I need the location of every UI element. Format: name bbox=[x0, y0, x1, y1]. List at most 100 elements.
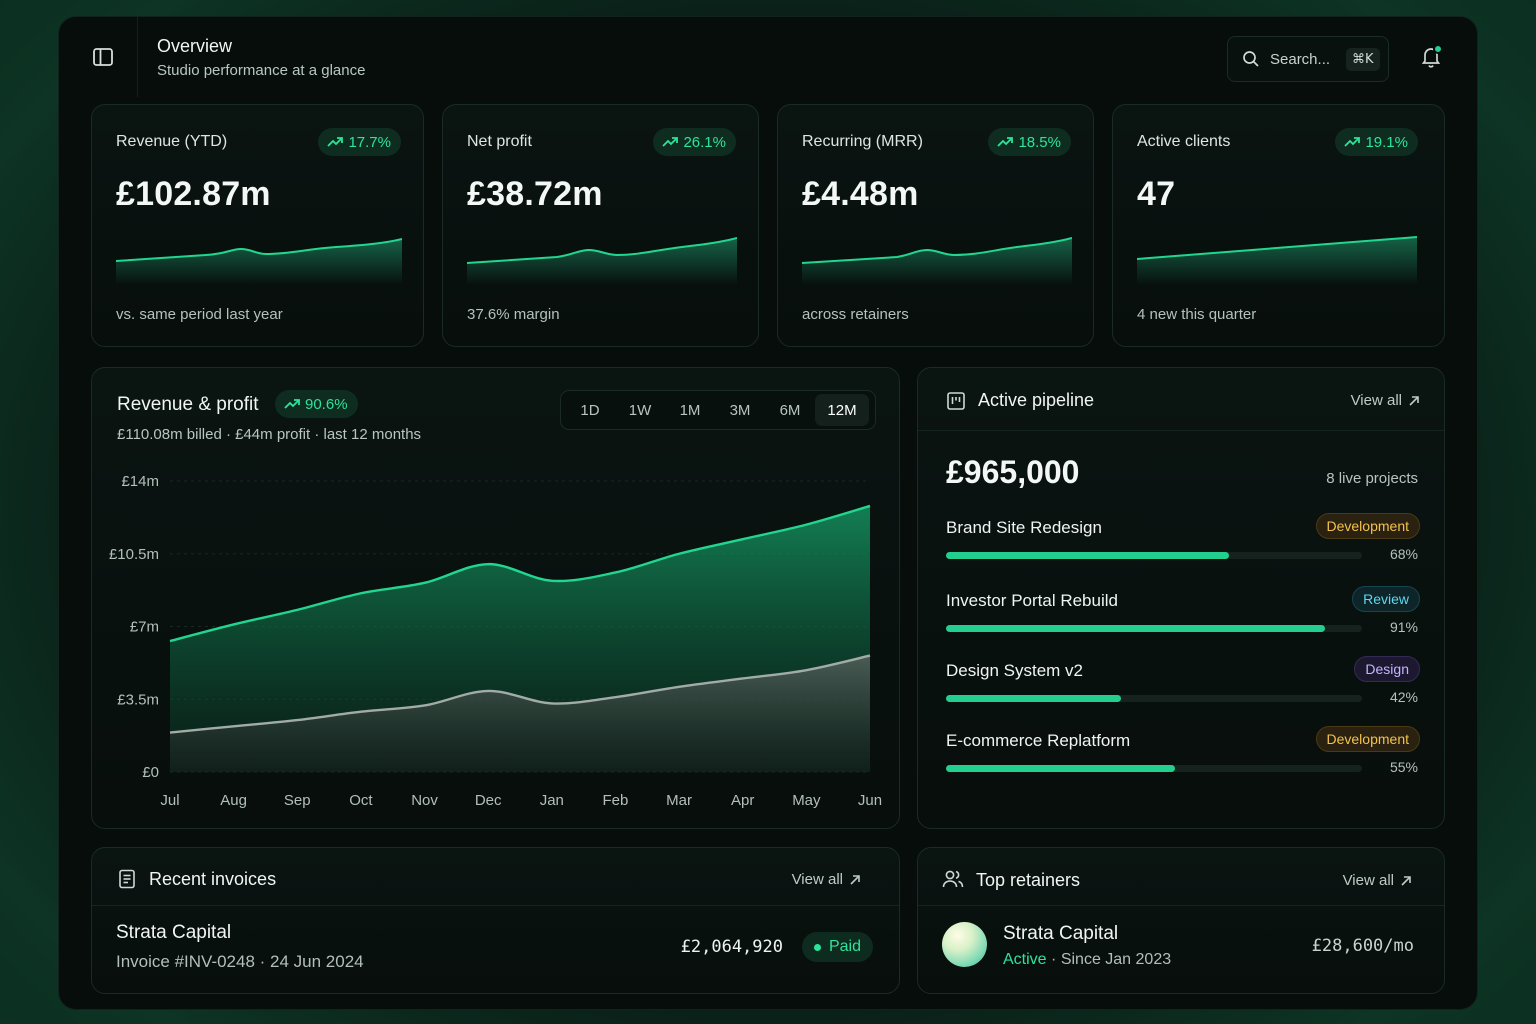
y-tick-label: £14m bbox=[121, 473, 159, 490]
trend-up-icon bbox=[284, 399, 300, 409]
x-tick-label: Sep bbox=[284, 792, 311, 809]
page-title: Overview bbox=[157, 36, 233, 56]
kpi-footnote: vs. same period last year bbox=[116, 306, 283, 323]
y-tick-label: £7m bbox=[130, 619, 159, 636]
status-dot bbox=[813, 943, 821, 951]
x-tick-label: Apr bbox=[731, 792, 754, 809]
pipeline-total: £965,000 bbox=[946, 454, 1080, 490]
pipeline-item-name: Brand Site Redesign bbox=[946, 518, 1102, 537]
progress-fill bbox=[946, 625, 1325, 632]
kpi-change-badge: 18.5% bbox=[988, 128, 1071, 156]
retainers-header: Top retainers View all bbox=[918, 848, 1444, 906]
recent-invoices-card: Recent invoices View all Strata Capital … bbox=[91, 847, 900, 994]
chart-change-badge: 90.6% bbox=[275, 390, 358, 418]
range-1w[interactable]: 1W bbox=[628, 401, 652, 419]
pipeline-item-tag: Design bbox=[1354, 656, 1420, 682]
kanban-icon bbox=[947, 392, 965, 410]
invoice-icon bbox=[119, 869, 135, 889]
chart-subtitle: £110.08m billed · £44m profit · last 12 … bbox=[117, 426, 422, 443]
y-tick-label: £0 bbox=[142, 764, 159, 781]
page-subtitle: Studio performance at a glance bbox=[157, 62, 366, 79]
kpi-footnote: 37.6% margin bbox=[467, 306, 560, 323]
pipeline-item-percent: 55% bbox=[1389, 759, 1418, 775]
dashboard-frame: Overview Studio performance at a glance … bbox=[58, 16, 1478, 1010]
active-pipeline-card: Active pipeline View all £965,000 8 live… bbox=[917, 367, 1445, 829]
range-1d[interactable]: 1D bbox=[580, 401, 600, 419]
pipeline-item-tag: Development bbox=[1315, 726, 1420, 752]
search-shortcut-hint: ⌘K bbox=[1346, 47, 1380, 71]
invoices-title: Recent invoices bbox=[149, 869, 277, 889]
kpi-change-value: 19.1% bbox=[1365, 133, 1408, 151]
trend-up-icon bbox=[327, 137, 344, 147]
sidebar-toggle-button[interactable] bbox=[89, 43, 117, 71]
kpi-change-badge: 26.1% bbox=[653, 128, 736, 156]
pipeline-count: 8 live projects bbox=[1326, 470, 1418, 487]
pipeline-item-percent: 91% bbox=[1389, 619, 1418, 635]
kpi-change-badge: 19.1% bbox=[1335, 128, 1418, 156]
range-12m[interactable]: 12M bbox=[815, 394, 869, 426]
progress-track bbox=[946, 765, 1362, 772]
x-tick-label: Dec bbox=[475, 792, 502, 809]
kpi-sparkline bbox=[1137, 236, 1417, 285]
avatar bbox=[942, 922, 987, 967]
top-retainers-card: Top retainers View all Strata Capital Ac… bbox=[917, 847, 1445, 994]
range-selector: 1D 1W 1M 3M 6M 12M bbox=[560, 390, 876, 430]
kpi-change-value: 26.1% bbox=[683, 133, 726, 151]
retainer-meta: Active · Since Jan 2023 bbox=[1003, 951, 1171, 969]
kpi-card-net-profit: Net profit 26.1% £38.72m 37.6% margin bbox=[442, 104, 759, 347]
kpi-value: £102.87m bbox=[116, 175, 271, 213]
arrow-up-right-icon bbox=[1401, 875, 1411, 886]
header-divider bbox=[137, 17, 138, 97]
profit-line bbox=[169, 654, 871, 734]
trend-up-icon bbox=[662, 137, 679, 147]
pipeline-item[interactable]: E-commerce Replatform Development 55% bbox=[946, 726, 1420, 791]
pipeline-item-name: Design System v2 bbox=[946, 661, 1083, 680]
kpi-sparkline bbox=[802, 237, 1072, 285]
kpi-card-revenue: Revenue (YTD) 17.7% £102.87m vs. same pe… bbox=[91, 104, 424, 347]
kpi-footnote: across retainers bbox=[802, 306, 909, 323]
kpi-value: £4.48m bbox=[802, 175, 919, 213]
range-3m[interactable]: 3M bbox=[729, 401, 751, 419]
retainers-title: Top retainers bbox=[976, 870, 1081, 890]
top-header: Overview Studio performance at a glance … bbox=[59, 17, 1477, 105]
retainer-client: Strata Capital bbox=[1003, 923, 1119, 944]
users-icon bbox=[942, 870, 964, 888]
meta-separator: · bbox=[1051, 951, 1061, 968]
view-all-label: View all bbox=[791, 871, 843, 888]
pipeline-item[interactable]: Design System v2 Design 42% bbox=[946, 656, 1420, 721]
progress-track bbox=[946, 625, 1362, 632]
search-input[interactable] bbox=[1270, 50, 1336, 68]
pipeline-item[interactable]: Brand Site Redesign Development 68% bbox=[946, 513, 1420, 578]
invoices-view-all-link[interactable]: View all bbox=[792, 871, 861, 888]
revenue-profit-card: Revenue & profit 90.6% £110.08m billed ·… bbox=[91, 367, 900, 829]
pipeline-item-tag: Development bbox=[1315, 513, 1420, 539]
invoice-status: Paid bbox=[828, 938, 861, 955]
kpi-value: 47 bbox=[1137, 175, 1176, 213]
retainer-since: Since Jan 2023 bbox=[1060, 951, 1172, 968]
kpi-change-value: 17.7% bbox=[348, 133, 391, 151]
kpi-change-badge: 17.7% bbox=[318, 128, 401, 156]
pipeline-item-tag: Review bbox=[1352, 586, 1420, 612]
trend-up-icon bbox=[997, 137, 1014, 147]
invoice-meta: Invoice #INV-0248 · 24 Jun 2024 bbox=[116, 952, 364, 971]
kpi-value: £38.72m bbox=[467, 175, 603, 213]
x-tick-label: Feb bbox=[603, 792, 629, 809]
range-1m[interactable]: 1M bbox=[679, 401, 701, 419]
progress-fill bbox=[946, 695, 1121, 702]
kpi-sparkline bbox=[467, 237, 737, 285]
pipeline-view-all-link[interactable]: View all bbox=[1351, 392, 1420, 409]
kpi-card-active-clients: Active clients 19.1% 47 4 new this quart… bbox=[1112, 104, 1445, 347]
arrow-up-right-icon bbox=[1409, 395, 1419, 406]
pipeline-item[interactable]: Investor Portal Rebuild Review 91% bbox=[946, 586, 1420, 651]
search-box[interactable]: ⌘K bbox=[1227, 36, 1389, 82]
invoices-header: Recent invoices View all bbox=[92, 848, 899, 906]
retainers-view-all-link[interactable]: View all bbox=[1343, 872, 1412, 889]
view-all-label: View all bbox=[1350, 392, 1402, 409]
range-6m[interactable]: 6M bbox=[779, 401, 801, 419]
pipeline-title: Active pipeline bbox=[978, 390, 1095, 410]
invoice-status-badge: Paid bbox=[801, 932, 873, 962]
arrow-up-right-icon bbox=[850, 874, 860, 885]
notification-dot bbox=[1433, 44, 1443, 54]
chart-change-value: 90.6% bbox=[305, 395, 348, 413]
